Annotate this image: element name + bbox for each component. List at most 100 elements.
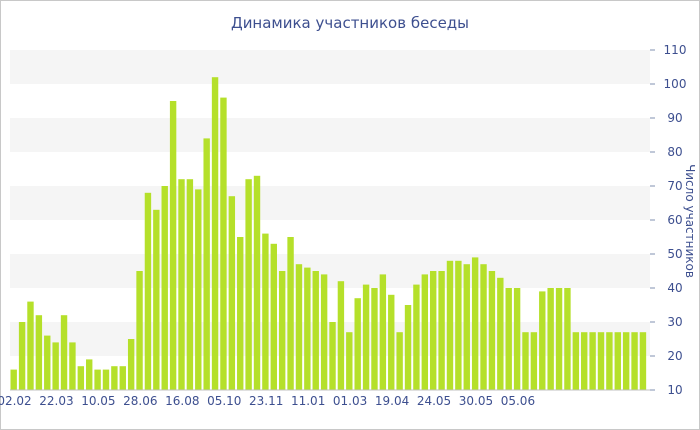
bar[interactable] <box>220 97 227 390</box>
bar[interactable] <box>379 274 387 390</box>
bar[interactable] <box>530 332 538 390</box>
bar[interactable] <box>102 369 110 390</box>
y-tick-label: 30 <box>667 315 682 329</box>
x-tick-label: 24.05 <box>417 394 451 408</box>
bar[interactable] <box>320 274 328 390</box>
bar[interactable] <box>589 332 596 390</box>
bar[interactable] <box>94 369 101 390</box>
bar[interactable] <box>144 192 152 390</box>
x-tick-label: 28.06 <box>123 394 157 408</box>
bar[interactable] <box>245 179 252 390</box>
bar[interactable] <box>413 284 420 390</box>
y-tick-label: 10 <box>667 383 682 397</box>
bar[interactable] <box>597 332 605 390</box>
x-tick-label: 16.08 <box>165 394 199 408</box>
bar[interactable] <box>169 101 177 390</box>
bar[interactable] <box>388 294 395 390</box>
bar[interactable] <box>505 288 512 390</box>
bar[interactable] <box>77 366 85 390</box>
bar[interactable] <box>287 237 294 390</box>
bar[interactable] <box>371 288 378 390</box>
bar[interactable] <box>195 189 202 390</box>
bar[interactable] <box>346 332 353 390</box>
bar[interactable] <box>471 257 479 390</box>
bar[interactable] <box>446 260 454 390</box>
bar[interactable] <box>44 335 51 390</box>
bar[interactable] <box>295 264 303 390</box>
y-tick-label: 70 <box>667 179 682 193</box>
bar[interactable] <box>329 322 336 390</box>
y-axis-title: Число участников <box>683 164 697 278</box>
bar[interactable] <box>438 271 445 390</box>
bar[interactable] <box>606 332 613 390</box>
bar[interactable] <box>639 332 647 390</box>
bar[interactable] <box>69 342 76 390</box>
bar[interactable] <box>211 77 219 390</box>
bar[interactable] <box>555 288 563 390</box>
grid-bands <box>10 50 650 356</box>
x-tick-label: 05.10 <box>207 394 241 408</box>
y-tick-label: 100 <box>664 77 687 91</box>
bar[interactable] <box>362 284 370 390</box>
bar[interactable] <box>614 332 621 390</box>
bar[interactable] <box>253 175 261 390</box>
bar[interactable] <box>186 179 194 390</box>
bar[interactable] <box>278 271 286 390</box>
bar[interactable] <box>10 369 17 390</box>
bar[interactable] <box>522 332 529 390</box>
bar[interactable] <box>354 298 361 390</box>
x-tick-label: 22.03 <box>39 394 73 408</box>
bar[interactable] <box>564 288 571 390</box>
bar[interactable] <box>178 179 185 390</box>
bar[interactable] <box>480 264 487 390</box>
bar[interactable] <box>136 271 143 390</box>
bar[interactable] <box>228 196 236 390</box>
y-tick-label: 60 <box>667 213 682 227</box>
bar[interactable] <box>127 339 135 390</box>
bar[interactable] <box>622 332 630 390</box>
bar[interactable] <box>203 138 210 390</box>
x-tick-label: 11.01 <box>291 394 325 408</box>
y-tick-label: 40 <box>667 281 682 295</box>
bar[interactable] <box>111 366 118 390</box>
bar[interactable] <box>396 332 403 390</box>
grid-band <box>10 186 650 220</box>
x-axis: 02.02 22.03 10.05 28.06 16.08 05.10 23.11 11.01… <box>0 389 650 408</box>
bar[interactable] <box>421 274 429 390</box>
bar[interactable] <box>455 260 462 390</box>
bar[interactable] <box>547 288 554 390</box>
x-tick-label: 19.04 <box>375 394 409 408</box>
bar[interactable] <box>86 359 93 390</box>
x-tick-label: 02.02 <box>0 394 32 408</box>
bar[interactable] <box>312 271 319 390</box>
bar[interactable] <box>153 209 160 390</box>
bar[interactable] <box>27 301 34 390</box>
bar[interactable] <box>404 305 412 390</box>
grid-band <box>10 254 650 288</box>
bar[interactable] <box>237 237 244 390</box>
bar[interactable] <box>60 315 68 390</box>
bar[interactable] <box>463 264 470 390</box>
bar[interactable] <box>572 332 580 390</box>
bar[interactable] <box>52 342 59 390</box>
x-tick-label: 30.05 <box>459 394 493 408</box>
bar[interactable] <box>161 186 168 390</box>
bar[interactable] <box>581 332 588 390</box>
bar[interactable] <box>304 267 311 390</box>
y-axis: 10 20 30 40 50 60 70 80 90 100 110 <box>650 43 686 397</box>
bar[interactable] <box>119 366 126 390</box>
bar[interactable] <box>488 271 496 390</box>
y-tick-label: 80 <box>667 145 682 159</box>
bar[interactable] <box>539 291 546 390</box>
grid-band <box>10 118 650 152</box>
bar[interactable] <box>18 322 26 390</box>
bar[interactable] <box>631 332 638 390</box>
bar[interactable] <box>513 288 521 390</box>
bar[interactable] <box>337 281 345 390</box>
bar[interactable] <box>270 243 277 390</box>
bar[interactable] <box>262 233 269 390</box>
bar[interactable] <box>35 315 43 390</box>
bar[interactable] <box>497 277 504 390</box>
bar[interactable] <box>430 271 437 390</box>
